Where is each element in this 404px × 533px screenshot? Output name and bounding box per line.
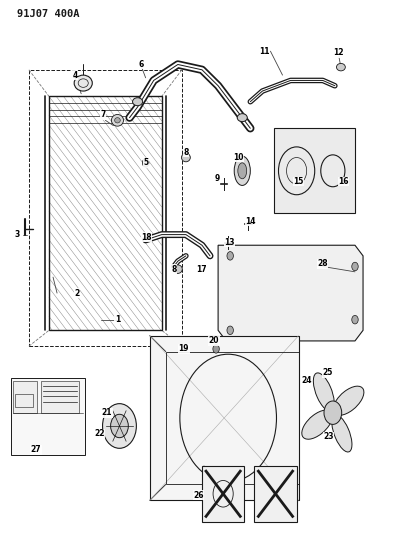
Bar bbox=[15, 394, 33, 407]
Ellipse shape bbox=[74, 75, 92, 91]
Text: 17: 17 bbox=[196, 265, 206, 273]
Text: 18: 18 bbox=[141, 233, 152, 242]
Ellipse shape bbox=[173, 265, 182, 273]
Text: 6: 6 bbox=[139, 60, 144, 69]
Text: 24: 24 bbox=[301, 376, 312, 385]
Bar bbox=[149, 336, 299, 500]
Text: 26: 26 bbox=[194, 490, 204, 499]
Text: 5: 5 bbox=[143, 158, 148, 167]
Ellipse shape bbox=[234, 156, 250, 185]
Circle shape bbox=[324, 401, 342, 424]
Ellipse shape bbox=[115, 118, 120, 123]
Text: 12: 12 bbox=[334, 49, 344, 57]
Bar bbox=[202, 466, 244, 522]
Ellipse shape bbox=[332, 415, 352, 452]
Text: 16: 16 bbox=[339, 177, 349, 186]
Text: 27: 27 bbox=[31, 446, 42, 455]
Ellipse shape bbox=[237, 114, 247, 122]
Ellipse shape bbox=[238, 163, 247, 179]
Bar bbox=[13, 381, 37, 413]
Circle shape bbox=[352, 262, 358, 271]
Text: 11: 11 bbox=[259, 47, 269, 55]
Text: 14: 14 bbox=[245, 217, 256, 226]
Ellipse shape bbox=[337, 63, 345, 71]
Text: 8: 8 bbox=[171, 265, 177, 273]
Polygon shape bbox=[218, 245, 363, 341]
Text: 28: 28 bbox=[318, 260, 328, 268]
Circle shape bbox=[352, 316, 358, 324]
Ellipse shape bbox=[133, 98, 143, 106]
Bar bbox=[255, 466, 297, 522]
Bar bbox=[166, 352, 299, 484]
Circle shape bbox=[103, 403, 137, 448]
Ellipse shape bbox=[314, 373, 334, 411]
Text: 19: 19 bbox=[179, 344, 189, 353]
Text: 7: 7 bbox=[101, 110, 106, 119]
Text: 1: 1 bbox=[115, 315, 120, 324]
Circle shape bbox=[111, 414, 128, 438]
Circle shape bbox=[227, 326, 234, 335]
Text: 20: 20 bbox=[209, 336, 219, 345]
Bar bbox=[274, 128, 355, 213]
Text: 9: 9 bbox=[215, 174, 220, 183]
Text: 2: 2 bbox=[75, 288, 80, 297]
Text: 15: 15 bbox=[293, 177, 304, 186]
Bar bbox=[11, 378, 85, 455]
Ellipse shape bbox=[112, 115, 124, 126]
Circle shape bbox=[227, 252, 234, 260]
Bar bbox=[29, 70, 182, 346]
Text: 22: 22 bbox=[94, 430, 105, 439]
Text: 91J07 400A: 91J07 400A bbox=[17, 9, 79, 19]
Text: 23: 23 bbox=[324, 432, 334, 441]
Text: 13: 13 bbox=[224, 238, 235, 247]
Bar bbox=[49, 96, 162, 330]
Bar bbox=[41, 381, 79, 413]
Text: 8: 8 bbox=[183, 148, 189, 157]
Text: 21: 21 bbox=[102, 408, 112, 417]
Circle shape bbox=[143, 159, 149, 167]
Text: 10: 10 bbox=[233, 153, 244, 162]
Ellipse shape bbox=[181, 154, 190, 162]
Text: 3: 3 bbox=[14, 230, 19, 239]
Ellipse shape bbox=[302, 410, 332, 439]
Text: 25: 25 bbox=[322, 368, 333, 377]
Circle shape bbox=[213, 345, 219, 353]
Text: 4: 4 bbox=[73, 70, 78, 79]
Ellipse shape bbox=[333, 386, 364, 415]
